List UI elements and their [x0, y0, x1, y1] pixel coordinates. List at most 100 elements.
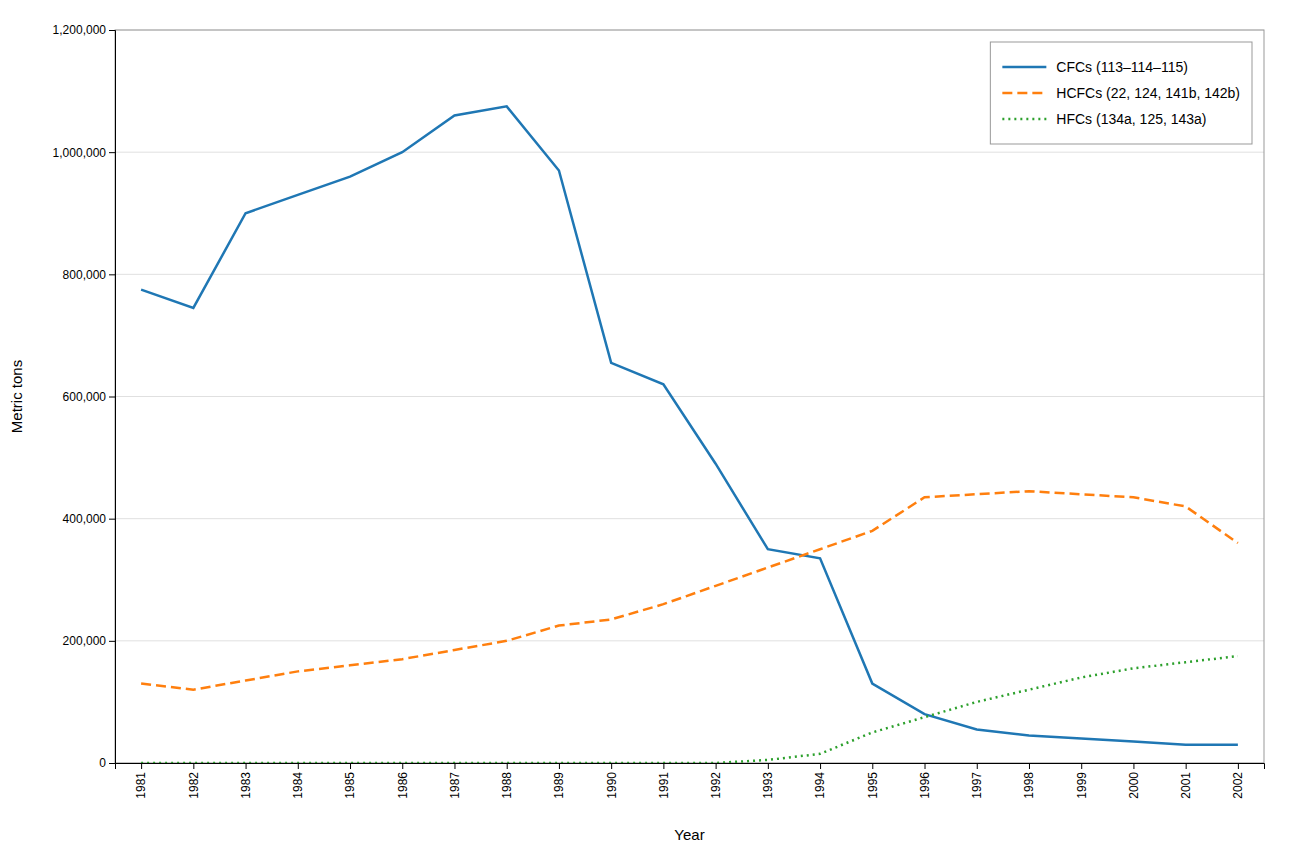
- x-tick-label: 1994: [813, 772, 827, 799]
- x-tick-label: 1988: [500, 772, 514, 799]
- legend-item: CFCs (113–114–115): [1002, 59, 1188, 75]
- legend-item: HFCs (134a, 125, 143a): [1002, 111, 1206, 127]
- legend-swatch: [1002, 118, 1046, 121]
- y-tick: 0: [99, 756, 115, 770]
- x-tick: 1996: [918, 763, 932, 799]
- y-tick: 400,000: [63, 512, 115, 526]
- y-tick-mark: [109, 641, 115, 642]
- y-tick: 200,000: [63, 634, 115, 648]
- x-tick-label: 1981: [134, 772, 148, 799]
- series-line: [141, 656, 1238, 763]
- x-tick-mark: [141, 763, 142, 769]
- x-tick: 1984: [291, 763, 305, 799]
- x-tick: 1995: [866, 763, 880, 799]
- y-axis: 0200,000400,000600,000800,0001,000,0001,…: [53, 23, 116, 770]
- series-line: [141, 106, 1238, 744]
- x-tick: 1999: [1075, 763, 1089, 799]
- x-tick-label: 1991: [657, 772, 671, 799]
- y-tick-label: 400,000: [63, 512, 107, 526]
- y-axis-title: Metric tons: [8, 360, 25, 433]
- x-tick-label: 1984: [291, 772, 305, 799]
- y-tick-mark: [109, 30, 115, 31]
- x-tick-label: 2002: [1231, 772, 1245, 799]
- x-tick-mark: [925, 763, 926, 769]
- x-tick-label: 1990: [604, 772, 618, 799]
- x-tick: 1998: [1022, 763, 1036, 799]
- x-tick: 1990: [604, 763, 618, 799]
- x-tick: 1986: [396, 763, 410, 799]
- grid-line: [115, 518, 1264, 519]
- x-tick-mark: [716, 763, 717, 769]
- y-tick-mark: [109, 519, 115, 520]
- x-tick-mark: [872, 763, 873, 769]
- y-tick-label: 600,000: [63, 390, 107, 404]
- x-tick: 1997: [970, 763, 984, 799]
- x-tick-mark: [246, 763, 247, 769]
- x-axis-title: Year: [674, 826, 704, 843]
- x-tick-mark: [193, 763, 194, 769]
- legend: CFCs (113–114–115) HCFCs (22, 124, 141b, …: [990, 42, 1252, 144]
- x-tick-mark: [507, 763, 508, 769]
- plot: 1981198219831984198519861987198819891990…: [53, 23, 1265, 798]
- x-tick-label: 1989: [552, 772, 566, 799]
- x-tick: 1992: [709, 763, 723, 799]
- grid-line: [115, 396, 1264, 397]
- x-tick-label: 1998: [1022, 772, 1036, 799]
- y-tick-mark: [109, 152, 115, 153]
- y-tick: 1,200,000: [53, 23, 115, 37]
- x-tick: 1981: [134, 763, 148, 799]
- x-tick-mark: [298, 763, 299, 769]
- x-tick-label: 1997: [970, 772, 984, 799]
- legend-label: HFCs (134a, 125, 143a): [1056, 111, 1206, 127]
- x-tick-mark: [454, 763, 455, 769]
- y-tick-label: 0: [99, 756, 106, 770]
- chart: 1981198219831984198519861987198819891990…: [0, 0, 1304, 858]
- series-line: [141, 491, 1238, 690]
- x-tick-mark: [1133, 763, 1134, 769]
- x-tick-label: 2001: [1179, 772, 1193, 799]
- y-tick: 1,000,000: [53, 146, 115, 160]
- x-tick-label: 1986: [396, 772, 410, 799]
- y-tick-mark: [109, 274, 115, 275]
- legend-label: CFCs (113–114–115): [1056, 59, 1188, 75]
- x-tick-mark: [611, 763, 612, 769]
- legend-swatch: [1002, 92, 1046, 95]
- y-tick-mark: [109, 397, 115, 398]
- x-tick: 2000: [1127, 763, 1141, 799]
- x-tick: 1994: [813, 763, 827, 799]
- x-tick-mark: [1081, 763, 1082, 769]
- x-tick-label: 1996: [918, 772, 932, 799]
- x-tick: 1989: [552, 763, 566, 799]
- x-tick-label: 1995: [866, 772, 880, 799]
- x-tick-label: 1983: [239, 772, 253, 799]
- x-tick: 2002: [1231, 763, 1245, 799]
- x-tick: 1993: [761, 763, 775, 799]
- legend-label: HCFCs (22, 124, 141b, 142b): [1056, 85, 1240, 101]
- x-tick: 1982: [187, 763, 201, 799]
- y-tick-label: 1,200,000: [53, 23, 107, 37]
- x-axis: 1981198219831984198519861987198819891990…: [116, 763, 1265, 799]
- x-tick-mark: [820, 763, 821, 769]
- x-tick-mark: [350, 763, 351, 769]
- x-tick: 1985: [343, 763, 357, 799]
- x-tick-label: 1992: [709, 772, 723, 799]
- x-tick: 1983: [239, 763, 253, 799]
- legend-box: [990, 42, 1252, 144]
- x-tick-label: 2000: [1127, 772, 1141, 799]
- x-tick-mark: [1238, 763, 1239, 769]
- x-axis-line: [116, 764, 1265, 770]
- x-tick-mark: [977, 763, 978, 769]
- x-tick: 1988: [500, 763, 514, 799]
- y-axis-line: [109, 31, 116, 764]
- x-tick-mark: [1029, 763, 1030, 769]
- y-tick-label: 200,000: [63, 634, 107, 648]
- x-tick-label: 1985: [343, 772, 357, 799]
- legend-item: HCFCs (22, 124, 141b, 142b): [1002, 85, 1240, 101]
- x-tick-mark: [663, 763, 664, 769]
- y-tick: 600,000: [63, 390, 115, 404]
- x-tick-mark: [768, 763, 769, 769]
- grid-line: [115, 274, 1264, 275]
- x-tick: 1991: [657, 763, 671, 799]
- y-tick-label: 1,000,000: [53, 146, 107, 160]
- plot-frame: [115, 30, 1264, 763]
